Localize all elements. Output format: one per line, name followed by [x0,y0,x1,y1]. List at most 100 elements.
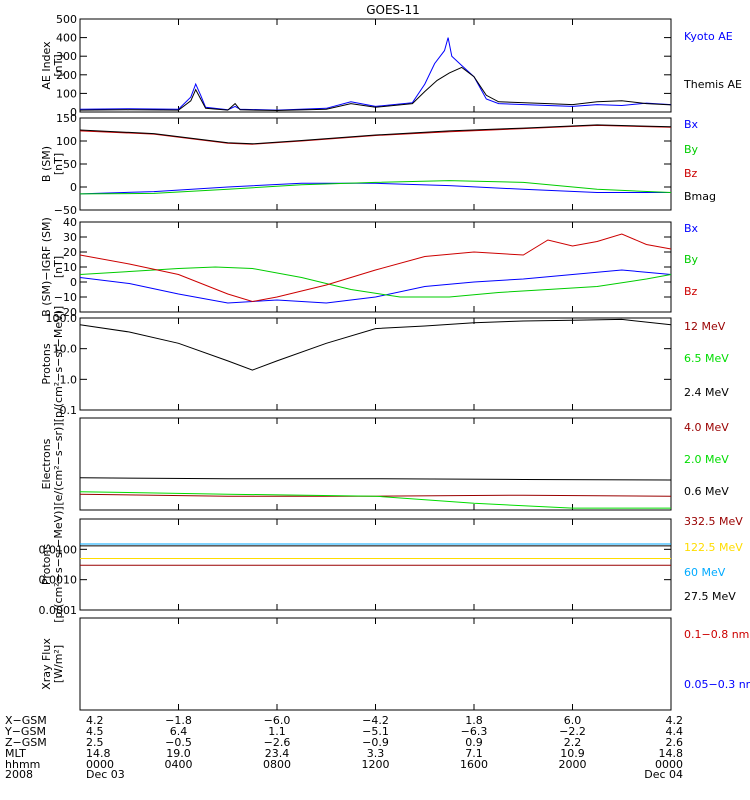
y-tick-label: 1.0 [60,373,78,386]
y-tick-label: 10 [63,261,77,274]
ephemeris-value: Dec 04 [644,768,683,781]
y-axis-label: [W/m²] [52,645,65,683]
y-tick-label: 0 [70,106,77,119]
ephemeris-value: 4.2 [86,714,104,727]
ephemeris-row-label: Z−GSM [5,736,47,749]
legend-entry: Bz [684,285,698,298]
ephemeris-value: 4.2 [666,714,684,727]
y-tick-label: 20 [63,246,77,259]
ephemeris-value: 2.6 [666,736,684,749]
y-tick-label: 0.0100 [39,543,78,556]
y-tick-label: 10.0 [53,343,78,356]
ephemeris-value: −6.0 [264,714,291,727]
ephemeris-value: 1.8 [465,714,483,727]
legend-entry: 12 MeV [684,320,726,333]
y-axis-label: [e/(cm²−s−sr)] [52,422,65,505]
legend-entry: Bz [684,167,698,180]
ephemeris-value: 0000 [655,758,683,771]
y-axis-label: [p/(cm²−s−sr−MeV)] [52,506,65,622]
y-tick-label: 50 [63,158,77,171]
y-tick-label: 150 [56,112,77,125]
legend-entry: 2.4 MeV [684,386,729,399]
y-axis-label: B (SM)−IGRF (SM) [40,217,53,317]
y-tick-label: 30 [63,231,77,244]
series-line [79,266,672,298]
y-axis-label: Electrons [40,438,53,489]
ephemeris-value: −2.6 [264,736,291,749]
panel-frame [79,617,672,711]
y-tick-label: −20 [54,306,77,319]
ephemeris-value: 0000 [86,758,114,771]
y-tick-label: 200 [56,69,77,82]
legend-entry: 2.0 MeV [684,453,729,466]
y-tick-label: −10 [54,291,77,304]
ephemeris-value: 0400 [165,758,193,771]
legend-entry: By [684,253,699,266]
series-line [79,180,672,195]
legend-entry: 0.6 MeV [684,485,729,498]
legend-entry: Bx [684,118,699,131]
ephemeris-value: 23.4 [265,747,290,760]
y-tick-label: 0.1 [60,404,78,417]
y-tick-label: −50 [54,204,77,217]
ephemeris-value: 6.0 [564,714,582,727]
ephemeris-row-label: 2008 [5,768,33,781]
y-tick-label: 100.0 [46,312,78,325]
panel-5: Electrons [e/(cm²−s−sr)] 4.0 MeV 2.0 MeV 0.6… [40,417,729,511]
ephemeris-value: 19.0 [166,747,191,760]
ephemeris-value: −2.2 [559,725,586,738]
ephemeris-row-label: MLT [5,747,26,760]
panel-4: 0.1 1.0 10.0 100.0 Protons [p/(cm²−s−sr−MeV)]… [40,306,729,422]
y-tick-label: 300 [56,50,77,63]
y-tick-label: 0.0010 [39,574,78,587]
ephemeris-value: −1.8 [165,714,192,727]
series-line [79,318,672,371]
chart-title: GOES-11 [366,3,420,17]
y-axis-label: [nT] [52,256,65,278]
ephemeris-value: Dec 03 [86,768,125,781]
ephemeris-row-label: hhmm [5,758,40,771]
series-line [79,233,672,303]
panel-7: Xray Flux [W/m²] 0.1−0.8 nm 0.05−0.3 nm [40,617,750,711]
y-tick-label: 0.0001 [39,604,78,617]
panel-frame [79,117,672,211]
legend-entry: Bmag [684,190,716,203]
y-axis-label: [nT] [52,153,65,175]
ephemeris-value: 4.4 [666,725,684,738]
legend-entry: 122.5 MeV [684,541,743,554]
ephemeris-value: 6.4 [170,725,188,738]
legend-entry: Bx [684,222,699,235]
ephemeris-value: 10.9 [560,747,585,760]
legend-entry: 332.5 MeV [684,515,743,528]
panel-frame [79,18,672,113]
y-axis-label: [p/(cm²−s−sr−MeV)] [52,306,65,422]
y-tick-label: 40 [63,216,77,229]
ephemeris-value: −6.3 [461,725,488,738]
y-tick-label: 400 [56,32,77,45]
y-tick-label: 0 [70,276,77,289]
legend-entry: By [684,143,699,156]
panel-frame [79,317,672,411]
y-axis-label: Protons [40,343,53,384]
y-axis-label: Xray Flux [40,638,53,690]
ephemeris-value: 4.5 [86,725,104,738]
panel-frame [79,221,672,313]
ephemeris-value: 0800 [263,758,291,771]
ephemeris-value: 14.8 [659,747,684,760]
ephemeris-value: 2000 [559,758,587,771]
series-line [79,66,672,112]
panel-1: 0 100 200 300 400 500 AE Index [nT] Kyoto AE Them… [40,13,742,119]
ephemeris-value: −0.9 [362,736,389,749]
ephemeris-value: 1200 [362,758,390,771]
panel-frame [79,518,672,611]
ephemeris-value: 1600 [460,758,488,771]
series-line [79,477,672,481]
series-line [79,124,672,145]
legend-entry: 6.5 MeV [684,352,729,365]
ephemeris-value: 2.2 [564,736,582,749]
ephemeris-value: 7.1 [465,747,483,760]
ephemeris-value: −5.1 [362,725,389,738]
ephemeris-value: 14.8 [86,747,111,760]
